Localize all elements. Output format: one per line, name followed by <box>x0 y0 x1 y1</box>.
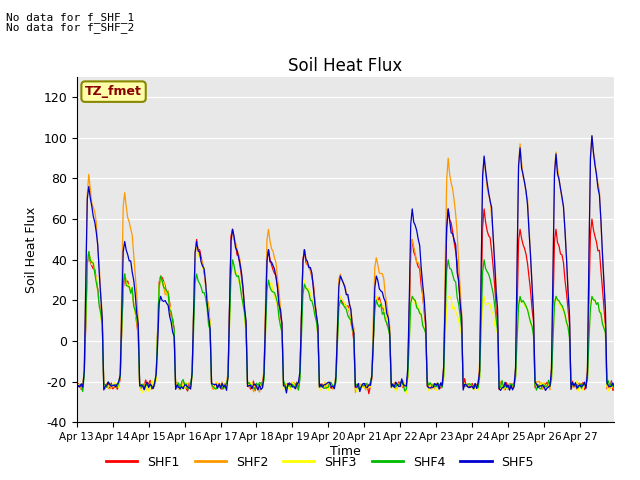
SHF5 <box>251 381 259 387</box>
SHF4 <box>79 389 86 395</box>
SHF1 <box>444 206 452 212</box>
Line: SHF5: SHF5 <box>77 136 614 393</box>
SHF1 <box>365 391 372 396</box>
SHF2 <box>582 383 590 389</box>
SHF4 <box>254 383 262 388</box>
Legend: SHF1, SHF2, SHF3, SHF4, SHF5: SHF1, SHF2, SHF3, SHF4, SHF5 <box>101 451 539 474</box>
SHF1 <box>251 388 259 394</box>
SHF2 <box>588 133 596 139</box>
SHF1 <box>584 370 591 376</box>
SHF4 <box>142 383 150 389</box>
Title: Soil Heat Flux: Soil Heat Flux <box>289 57 403 75</box>
SHF3 <box>403 391 410 396</box>
SHF3 <box>584 376 591 382</box>
SHF5 <box>310 286 317 292</box>
SHF5 <box>283 390 291 396</box>
SHF2 <box>308 272 316 277</box>
X-axis label: Time: Time <box>330 445 361 458</box>
Line: SHF2: SHF2 <box>77 136 614 393</box>
SHF5 <box>233 248 241 253</box>
SHF3 <box>139 390 147 396</box>
Text: TZ_fmet: TZ_fmet <box>85 85 142 98</box>
SHF2 <box>351 390 359 396</box>
Text: No data for f_SHF_2: No data for f_SHF_2 <box>6 22 134 33</box>
SHF5 <box>611 384 618 390</box>
SHF2 <box>73 384 81 390</box>
Text: No data for f_SHF_1: No data for f_SHF_1 <box>6 12 134 23</box>
SHF3 <box>235 279 243 285</box>
SHF1 <box>73 385 81 391</box>
SHF3 <box>611 379 618 385</box>
Line: SHF4: SHF4 <box>77 252 614 392</box>
SHF2 <box>611 383 618 388</box>
SHF4 <box>611 384 618 390</box>
SHF3 <box>310 300 317 306</box>
SHF1 <box>611 385 618 391</box>
SHF3 <box>193 239 200 244</box>
SHF2 <box>139 383 147 389</box>
SHF4 <box>311 312 319 318</box>
SHF5 <box>588 133 596 139</box>
Line: SHF1: SHF1 <box>77 209 614 394</box>
SHF1 <box>233 252 241 258</box>
SHF3 <box>253 383 260 389</box>
SHF4 <box>73 383 81 388</box>
SHF2 <box>260 365 268 371</box>
SHF4 <box>584 377 591 383</box>
SHF5 <box>260 371 268 377</box>
SHF3 <box>262 331 269 337</box>
SHF2 <box>251 386 259 392</box>
SHF2 <box>233 247 241 252</box>
SHF4 <box>236 282 244 288</box>
SHF1 <box>308 275 316 280</box>
SHF1 <box>260 372 268 378</box>
Line: SHF3: SHF3 <box>77 241 614 394</box>
SHF3 <box>73 381 81 386</box>
SHF1 <box>139 382 147 388</box>
SHF5 <box>139 383 147 389</box>
SHF5 <box>582 385 590 391</box>
SHF5 <box>73 387 81 393</box>
Y-axis label: Soil Heat Flux: Soil Heat Flux <box>25 206 38 293</box>
SHF4 <box>85 249 93 254</box>
SHF4 <box>263 288 271 293</box>
